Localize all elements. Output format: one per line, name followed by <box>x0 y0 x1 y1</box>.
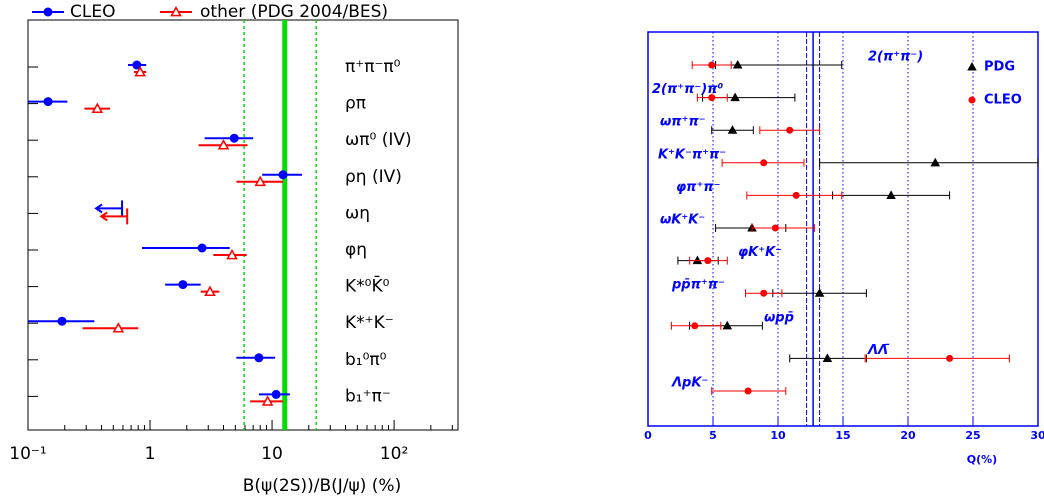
marker <box>730 92 740 102</box>
marker <box>229 133 239 143</box>
marker <box>178 280 188 290</box>
marker <box>704 257 712 265</box>
category-label: 2(π⁺π⁻) <box>868 50 923 65</box>
x-tick-label: 30 <box>1030 429 1044 442</box>
marker <box>197 243 207 253</box>
plot-frame <box>27 19 459 431</box>
category-label: π⁺π⁻π⁰ <box>345 57 401 77</box>
x-tick-label: 10² <box>380 444 408 464</box>
marker <box>57 316 67 326</box>
marker <box>727 125 738 134</box>
marker <box>792 191 800 199</box>
legend-label: other (PDG 2004/BES) <box>200 2 388 22</box>
x-tick-label: 10 <box>770 429 786 442</box>
legend-label: PDG <box>984 60 1015 75</box>
category-label: K*⁺K⁻ <box>345 313 394 333</box>
upper-limit <box>94 200 124 217</box>
category-label: b₁⁰π⁰ <box>345 350 387 370</box>
x-tick-label: 5 <box>709 429 717 442</box>
marker <box>930 157 941 167</box>
marker <box>226 248 238 260</box>
legend-label: CLEO <box>984 93 1022 108</box>
x-tick-label: 10⁻¹ <box>9 444 46 464</box>
marker <box>254 175 267 187</box>
marker <box>822 353 833 362</box>
category-label: b₁⁺π⁻ <box>345 386 391 406</box>
category-label: ρπ <box>345 94 366 114</box>
marker <box>691 322 699 330</box>
category-label: φη <box>345 240 367 260</box>
category-label: ωπ⁰ (IV) <box>345 130 412 150</box>
marker <box>132 60 142 70</box>
marker <box>760 159 768 167</box>
marker <box>814 288 825 297</box>
marker <box>732 59 743 69</box>
category-label: pp̄π⁺π⁻ <box>671 278 725 293</box>
category-label: φπ⁺π⁻ <box>676 180 720 195</box>
marker <box>967 61 977 71</box>
marker <box>217 139 230 150</box>
x-tick-label: 15 <box>835 429 850 442</box>
marker <box>271 389 281 399</box>
category-label: ωK⁺K⁻ <box>660 213 705 228</box>
x-tick-label: 1 <box>145 444 156 464</box>
marker <box>786 126 794 134</box>
x-tick-label: 10 <box>261 444 283 464</box>
marker <box>43 97 53 107</box>
upper-limit <box>99 208 129 225</box>
marker <box>708 61 716 69</box>
marker <box>112 322 125 333</box>
marker <box>708 94 716 102</box>
category-label: ωπ⁺π⁻ <box>660 115 706 130</box>
marker <box>170 5 182 17</box>
marker <box>968 96 976 104</box>
x-tick-label: 25 <box>965 429 980 442</box>
marker <box>43 7 53 17</box>
marker <box>744 387 752 395</box>
category-label: ωη <box>345 203 370 223</box>
category-label: K⁺K⁻π⁺π⁻ <box>658 147 726 162</box>
marker <box>886 190 896 199</box>
category-label: K*⁰K̄⁰ <box>345 275 390 297</box>
marker <box>771 224 779 232</box>
category-label: ρη (IV) <box>345 167 402 187</box>
marker <box>760 289 768 297</box>
legend-label: CLEO <box>70 2 115 22</box>
category-label: ΛpK⁻ <box>671 376 708 391</box>
marker <box>204 285 216 296</box>
marker <box>946 354 954 362</box>
x-tick-label: 0 <box>644 429 652 442</box>
category-label: ωpp̄ <box>764 310 794 325</box>
category-label: φK⁺K⁻ <box>738 245 782 260</box>
marker <box>278 170 288 180</box>
category-label: ΛΛ̄ <box>867 343 890 358</box>
marker <box>91 102 104 113</box>
marker <box>254 353 264 363</box>
category-label: 2(π⁺π⁻)π⁰ <box>652 82 724 97</box>
marker <box>722 320 733 330</box>
marker <box>134 65 146 77</box>
x-axis-label: B(ψ(2S))/B(J/ψ) (%) <box>243 476 401 496</box>
x-axis-label: Q(%) <box>967 453 997 466</box>
x-tick-label: 20 <box>900 429 916 442</box>
marker <box>261 395 274 406</box>
